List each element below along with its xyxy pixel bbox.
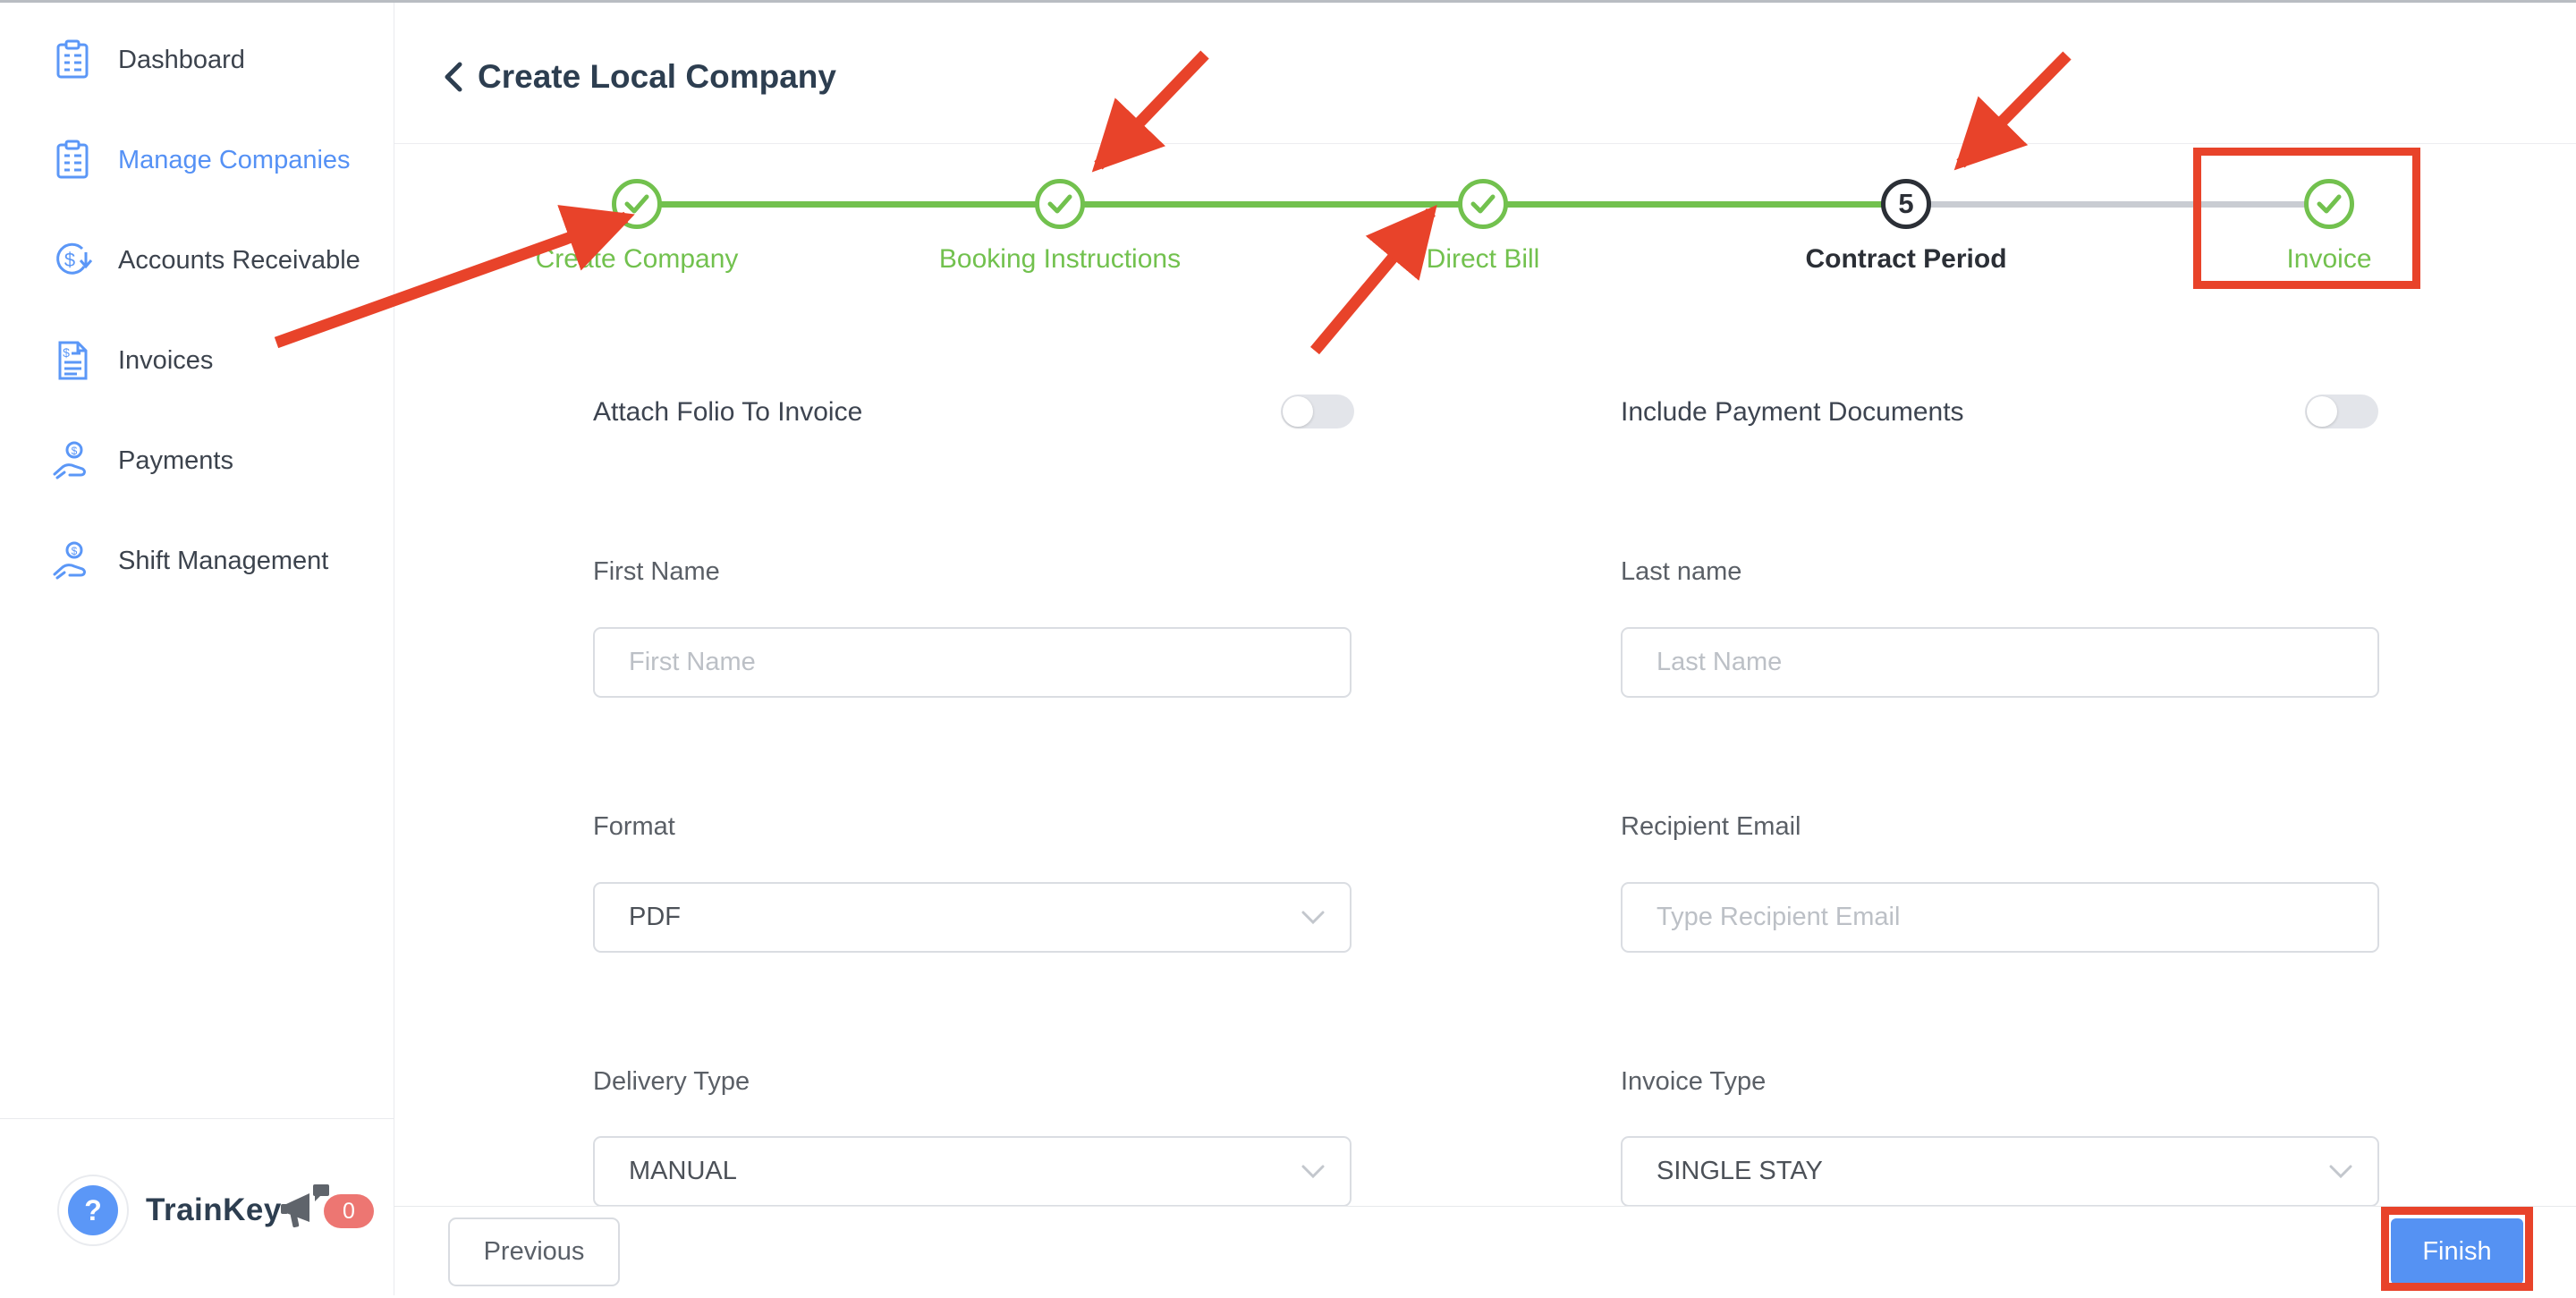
sidebar-item-shift-management[interactable]: $ Shift Management xyxy=(0,511,394,611)
notification-badge[interactable]: 0 xyxy=(324,1194,374,1228)
toggle-knob xyxy=(2307,396,2337,427)
hand-coin-icon: $ xyxy=(53,441,86,479)
sidebar-item-label: Payments xyxy=(118,445,233,475)
step-label-create-company[interactable]: Create Company xyxy=(535,244,739,274)
building-icon xyxy=(56,140,89,179)
sidebar-item-accounts-receivable[interactable]: $ Accounts Receivable xyxy=(0,210,394,310)
finish-button[interactable]: Finish xyxy=(2391,1218,2523,1285)
first-name-label: First Name xyxy=(593,557,720,586)
check-icon xyxy=(1047,194,1072,214)
invoice-document-icon: $ xyxy=(58,341,88,380)
dollar-circle-icon: $ xyxy=(56,242,93,275)
invoice-type-select[interactable]: SINGLE STAY xyxy=(1621,1136,2379,1207)
previous-button[interactable]: Previous xyxy=(448,1217,620,1286)
step-label-contract-period[interactable]: Contract Period xyxy=(1805,244,2007,274)
toggle-label-attach-folio: Attach Folio To Invoice xyxy=(593,397,863,427)
sidebar-item-manage-companies[interactable]: Manage Companies xyxy=(0,110,394,210)
sidebar: Dashboard Manage Companies $ Ac xyxy=(0,3,394,1295)
chevron-down-icon xyxy=(1301,911,1325,925)
chevron-down-icon xyxy=(2329,1165,2352,1179)
back-button[interactable] xyxy=(442,59,465,95)
toggle-knob xyxy=(1283,396,1313,427)
header-divider xyxy=(394,143,2576,144)
sidebar-item-label: Manage Companies xyxy=(118,145,351,174)
check-icon xyxy=(1470,194,1496,214)
sidebar-item-label: Accounts Receivable xyxy=(118,245,360,275)
megaphone-icon[interactable] xyxy=(279,1183,336,1240)
svg-text:$: $ xyxy=(63,345,70,360)
sidebar-item-payments[interactable]: $ Payments xyxy=(0,411,394,511)
sidebar-item-invoices[interactable]: $ Invoices xyxy=(0,310,394,411)
step-circle-create-company[interactable] xyxy=(612,179,662,229)
annotation-arrow-contract-period xyxy=(1953,51,2072,171)
check-icon xyxy=(624,194,649,214)
sidebar-item-label: Dashboard xyxy=(118,45,245,74)
stepper-connector xyxy=(1505,201,1884,208)
stepper-connector xyxy=(659,201,1038,208)
sidebar-brand-row: ? TrainKey 0 xyxy=(0,1118,394,1295)
chevron-down-icon xyxy=(1301,1165,1325,1179)
annotation-arrow-booking-instructions xyxy=(1091,50,1209,173)
page-title: Create Local Company xyxy=(478,58,836,95)
check-icon xyxy=(2317,194,2342,214)
step-label-direct-bill[interactable]: Direct Bill xyxy=(1426,244,1540,274)
format-selected-value: PDF xyxy=(629,903,681,931)
help-button[interactable]: ? xyxy=(57,1175,129,1246)
first-name-input[interactable] xyxy=(593,627,1352,698)
hand-coin-icon: $ xyxy=(53,541,86,580)
chevron-left-icon xyxy=(445,62,462,92)
format-label: Format xyxy=(593,812,675,841)
delivery-type-select[interactable]: MANUAL xyxy=(593,1136,1352,1207)
step-circle-invoice[interactable] xyxy=(2304,179,2354,229)
sidebar-footer-divider xyxy=(0,1118,394,1119)
invoice-type-label: Invoice Type xyxy=(1621,1067,1767,1096)
svg-text:$: $ xyxy=(72,445,78,457)
invoice-type-selected-value: SINGLE STAY xyxy=(1657,1157,1823,1185)
recipient-email-input[interactable] xyxy=(1621,882,2379,953)
stepper-connector xyxy=(1082,201,1461,208)
annotation-arrow-direct-bill xyxy=(1310,205,1437,355)
stepper-connector xyxy=(1928,201,2307,208)
attach-folio-toggle[interactable] xyxy=(1281,394,1354,428)
delivery-type-selected-value: MANUAL xyxy=(629,1157,737,1185)
svg-text:$: $ xyxy=(64,249,75,271)
toggle-label-include-payment-documents: Include Payment Documents xyxy=(1621,397,1964,427)
sidebar-item-dashboard[interactable]: Dashboard xyxy=(0,10,394,110)
sidebar-nav: Dashboard Manage Companies $ Ac xyxy=(0,10,394,611)
last-name-label: Last name xyxy=(1621,557,1742,586)
building-icon xyxy=(56,39,89,79)
step-circle-contract-period[interactable]: 5 xyxy=(1881,179,1931,229)
recipient-email-label: Recipient Email xyxy=(1621,812,1801,841)
sidebar-item-label: Invoices xyxy=(118,345,214,375)
step-number: 5 xyxy=(1898,188,1914,219)
brand-logo-text: TrainKey xyxy=(146,1192,282,1227)
sidebar-item-label: Shift Management xyxy=(118,546,329,575)
format-select[interactable]: PDF xyxy=(593,882,1352,953)
step-circle-direct-bill[interactable] xyxy=(1458,179,1508,229)
wizard-footer-bar: Previous Finish xyxy=(394,1206,2576,1295)
question-mark-icon: ? xyxy=(68,1185,118,1235)
include-payment-documents-toggle[interactable] xyxy=(2305,394,2378,428)
step-label-booking-instructions[interactable]: Booking Instructions xyxy=(938,244,1182,274)
step-label-invoice[interactable]: Invoice xyxy=(2286,244,2372,274)
delivery-type-label: Delivery Type xyxy=(593,1067,750,1096)
step-circle-booking-instructions[interactable] xyxy=(1035,179,1085,229)
svg-text:$: $ xyxy=(72,545,78,557)
last-name-input[interactable] xyxy=(1621,627,2379,698)
